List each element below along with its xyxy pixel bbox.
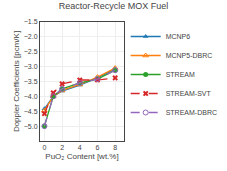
svg-text:−2.0: −2.0 [24,33,38,40]
svg-text:−3.5: −3.5 [24,78,38,85]
svg-text:STREAM-DBRC: STREAM-DBRC [166,109,217,116]
svg-text:MCNP5-DBRC: MCNP5-DBRC [166,52,213,59]
svg-text:PuO₂ Content [wt.%]: PuO₂ Content [wt.%] [45,152,118,161]
svg-text:−3.0: −3.0 [24,63,38,70]
svg-text:−5.0: −5.0 [24,123,38,130]
svg-text:8: 8 [113,144,117,151]
svg-text:2: 2 [60,144,64,151]
svg-text:4: 4 [78,144,82,151]
svg-text:Reactor-Recycle MOX Fuel: Reactor-Recycle MOX Fuel [59,1,169,11]
svg-text:−4.0: −4.0 [24,93,38,100]
svg-text:STREAM: STREAM [166,71,195,78]
svg-text:0: 0 [42,144,46,151]
svg-text:−4.5: −4.5 [24,108,38,115]
svg-text:−1.5: −1.5 [24,18,38,25]
svg-text:STREAM-SVT: STREAM-SVT [166,90,212,97]
svg-text:MCNP6: MCNP6 [166,33,191,40]
svg-text:Doppler Coefficients [pcm/K]: Doppler Coefficients [pcm/K] [12,31,21,132]
svg-text:−2.5: −2.5 [24,48,38,55]
svg-text:6: 6 [96,144,100,151]
